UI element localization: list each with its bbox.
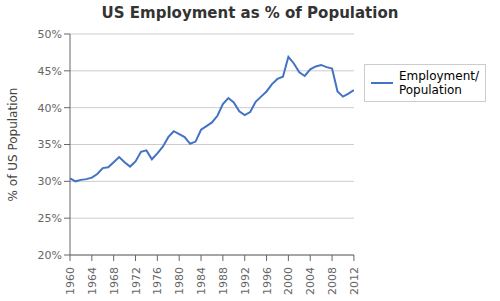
svg-text:1972: 1972 xyxy=(130,267,143,295)
html-text:Population: Population xyxy=(398,83,462,97)
svg-text:30%: 30% xyxy=(38,175,62,188)
svg-text:45%: 45% xyxy=(38,65,62,78)
svg-text:2012: 2012 xyxy=(348,267,361,295)
svg-text:1984: 1984 xyxy=(195,267,208,295)
svg-text:1980: 1980 xyxy=(173,267,186,295)
svg-text:1960: 1960 xyxy=(64,267,77,295)
svg-text:1996: 1996 xyxy=(261,267,274,295)
svg-text:% of US Population: % of US Population xyxy=(8,88,20,202)
html-text:US Employment as % of Populati: US Employment as % of Population xyxy=(101,4,399,22)
svg-text:20%: 20% xyxy=(38,249,62,262)
svg-text:1968: 1968 xyxy=(108,267,121,295)
svg-text:1992: 1992 xyxy=(239,267,252,295)
svg-text:1976: 1976 xyxy=(151,267,164,295)
html-text:Employment/: Employment/ xyxy=(398,69,479,83)
svg-text:1988: 1988 xyxy=(217,267,230,295)
svg-text:50%: 50% xyxy=(38,28,62,41)
svg-text:35%: 35% xyxy=(38,138,62,151)
svg-text:2008: 2008 xyxy=(326,267,339,295)
svg-text:2000: 2000 xyxy=(282,267,295,295)
svg-text:2004: 2004 xyxy=(304,267,317,295)
svg-text:40%: 40% xyxy=(38,102,62,115)
svg-text:1964: 1964 xyxy=(86,267,99,295)
svg-text:25%: 25% xyxy=(38,212,62,225)
